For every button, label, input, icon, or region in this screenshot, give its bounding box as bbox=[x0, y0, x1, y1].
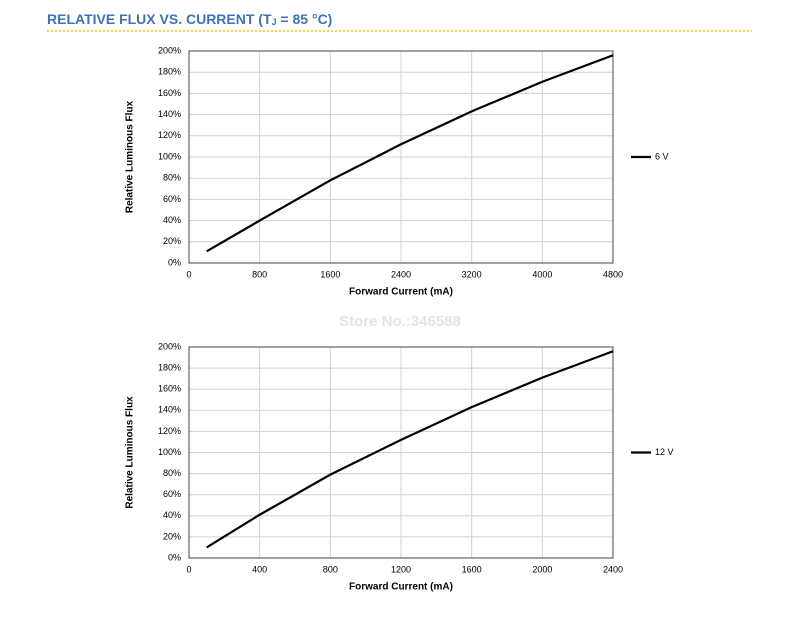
x-tick-label: 2400 bbox=[391, 269, 411, 279]
y-tick-label: 200% bbox=[158, 45, 181, 55]
title-subscript: J bbox=[272, 17, 277, 27]
y-tick-label: 100% bbox=[158, 151, 181, 161]
y-tick-label: 40% bbox=[163, 215, 181, 225]
y-tick-label: 0% bbox=[168, 552, 181, 562]
page-title: RELATIVE FLUX VS. CURRENT (TJ = 85 °C) bbox=[47, 11, 332, 28]
y-tick-label: 60% bbox=[163, 489, 181, 499]
x-tick-label: 0 bbox=[186, 269, 191, 279]
x-tick-label: 2000 bbox=[532, 564, 552, 574]
y-tick-label: 20% bbox=[163, 236, 181, 246]
x-tick-label: 800 bbox=[323, 564, 338, 574]
title-text: RELATIVE FLUX VS. CURRENT (T bbox=[47, 11, 272, 27]
x-tick-label: 1600 bbox=[320, 269, 340, 279]
y-tick-label: 80% bbox=[163, 173, 181, 183]
x-tick-label: 400 bbox=[252, 564, 267, 574]
x-tick-label: 1200 bbox=[391, 564, 411, 574]
y-tick-label: 140% bbox=[158, 405, 181, 415]
y-tick-label: 120% bbox=[158, 130, 181, 140]
x-tick-label: 2400 bbox=[603, 564, 623, 574]
data-line bbox=[206, 350, 614, 549]
x-tick-label: 3200 bbox=[462, 269, 482, 279]
y-tick-label: 100% bbox=[158, 447, 181, 457]
x-tick-label: 800 bbox=[252, 269, 267, 279]
legend-label: 12 V bbox=[655, 447, 674, 457]
plot-border bbox=[188, 50, 614, 264]
y-tick-label: 40% bbox=[163, 510, 181, 520]
watermark: Store No.:346588 bbox=[339, 313, 461, 330]
x-tick-label: 0 bbox=[186, 564, 191, 574]
x-tick-label: 4800 bbox=[603, 269, 623, 279]
y-tick-label: 60% bbox=[163, 194, 181, 204]
y-tick-label: 200% bbox=[158, 341, 181, 351]
data-line bbox=[206, 54, 614, 253]
x-axis-label: Forward Current (mA) bbox=[349, 287, 453, 298]
x-axis-label: Forward Current (mA) bbox=[349, 582, 453, 593]
legend-label: 6 V bbox=[655, 151, 669, 161]
y-tick-label: 160% bbox=[158, 384, 181, 394]
y-tick-label: 180% bbox=[158, 362, 181, 372]
y-tick-label: 0% bbox=[168, 257, 181, 267]
y-tick-label: 20% bbox=[163, 531, 181, 541]
y-tick-label: 80% bbox=[163, 468, 181, 478]
y-axis-label: Relative Luminous Flux bbox=[125, 396, 136, 509]
plot-border bbox=[188, 346, 614, 559]
y-tick-label: 180% bbox=[158, 67, 181, 77]
x-tick-label: 4000 bbox=[532, 269, 552, 279]
y-tick-label: 160% bbox=[158, 88, 181, 98]
y-axis-label: Relative Luminous Flux bbox=[125, 100, 136, 213]
y-tick-label: 120% bbox=[158, 426, 181, 436]
x-tick-label: 1600 bbox=[462, 564, 482, 574]
y-tick-label: 140% bbox=[158, 109, 181, 119]
title-text: = 85 °C) bbox=[277, 11, 333, 27]
